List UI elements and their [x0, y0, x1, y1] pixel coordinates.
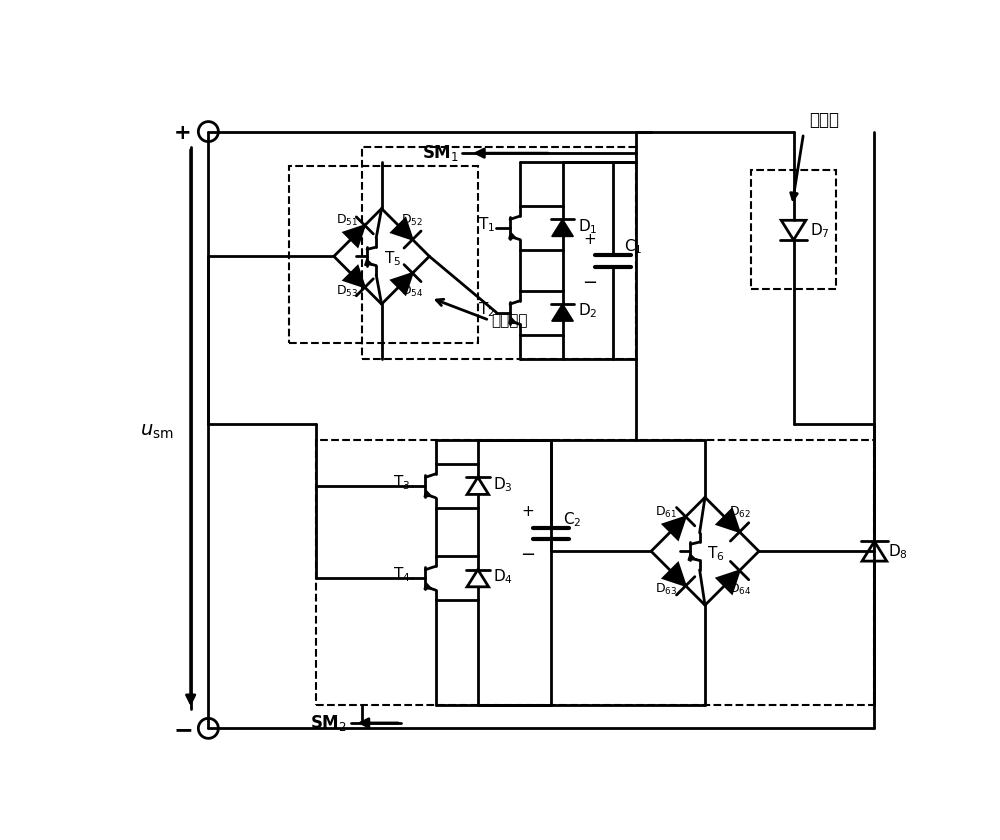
Text: +: +: [583, 232, 596, 247]
Text: D$_{51}$: D$_{51}$: [336, 213, 358, 228]
Text: SM$_2$: SM$_2$: [310, 713, 347, 733]
Polygon shape: [663, 517, 686, 539]
Text: C$_1$: C$_1$: [624, 238, 643, 256]
Text: D$_{63}$: D$_{63}$: [655, 582, 677, 597]
Text: D$_{53}$: D$_{53}$: [336, 284, 358, 299]
Text: T$_1$: T$_1$: [478, 215, 495, 234]
Bar: [316, 439, 874, 706]
Text: −: −: [520, 546, 535, 564]
Text: D$_{61}$: D$_{61}$: [655, 505, 677, 520]
Text: T$_2$: T$_2$: [478, 300, 495, 319]
Text: T$_3$: T$_3$: [393, 474, 410, 492]
Text: D$_{54}$: D$_{54}$: [401, 284, 423, 299]
Polygon shape: [391, 273, 413, 294]
Text: 双向开关: 双向开关: [491, 312, 527, 328]
Text: −: −: [173, 718, 193, 742]
Text: +: +: [522, 505, 534, 519]
Text: D$_8$: D$_8$: [888, 542, 908, 560]
Bar: [289, 166, 478, 344]
Polygon shape: [552, 219, 573, 237]
Text: C$_2$: C$_2$: [563, 511, 581, 529]
Text: +: +: [174, 123, 192, 143]
Text: D$_{52}$: D$_{52}$: [401, 213, 423, 228]
Text: 二极管: 二极管: [809, 111, 839, 129]
Text: D$_{62}$: D$_{62}$: [729, 505, 751, 520]
Bar: [362, 147, 636, 359]
Polygon shape: [717, 570, 740, 593]
Text: $u_{\rm sm}$: $u_{\rm sm}$: [140, 423, 174, 441]
Text: SM$_1$: SM$_1$: [422, 143, 459, 163]
Text: D$_3$: D$_3$: [493, 475, 513, 494]
Text: D$_7$: D$_7$: [810, 221, 830, 239]
Text: −: −: [582, 274, 597, 291]
Text: D$_2$: D$_2$: [578, 302, 598, 320]
Text: T$_6$: T$_6$: [707, 544, 725, 563]
Text: D$_1$: D$_1$: [578, 217, 598, 236]
Polygon shape: [552, 304, 573, 321]
Polygon shape: [663, 563, 686, 585]
Polygon shape: [391, 218, 413, 239]
Bar: [751, 170, 836, 290]
Text: T$_5$: T$_5$: [384, 249, 401, 268]
Polygon shape: [344, 266, 365, 287]
Text: D$_{64}$: D$_{64}$: [729, 582, 751, 597]
Text: T$_4$: T$_4$: [393, 566, 410, 585]
Polygon shape: [717, 509, 740, 532]
Text: D$_4$: D$_4$: [493, 567, 513, 586]
Polygon shape: [344, 225, 365, 247]
